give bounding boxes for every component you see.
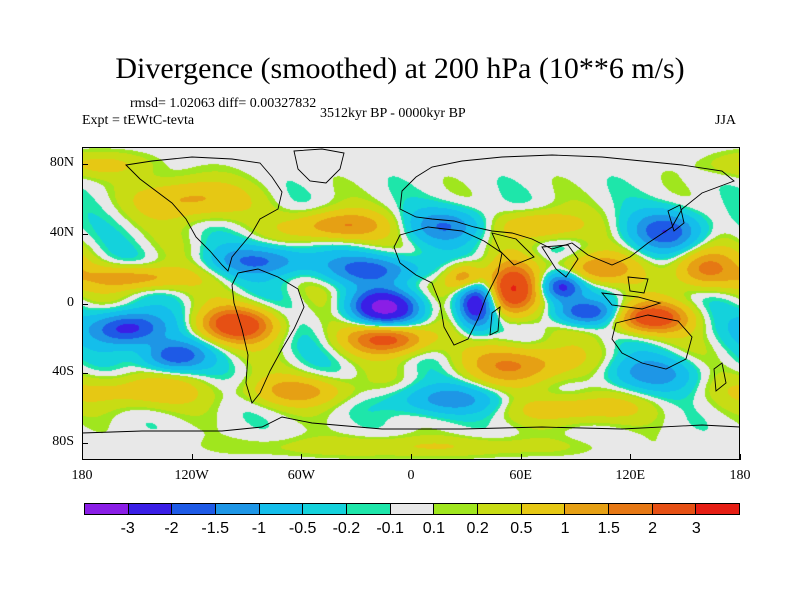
colorbar-swatch — [347, 504, 391, 514]
coastline-australia — [611, 314, 693, 370]
colorbar-label: -0.2 — [332, 520, 361, 537]
lon-tick-label: 60E — [509, 468, 532, 483]
colorbar-label: -1.5 — [201, 520, 229, 537]
colorbar-label: -0.1 — [376, 520, 404, 537]
colorbar-swatch — [652, 504, 697, 514]
coastline-india — [541, 244, 579, 278]
lat-tick-label: 80S — [52, 433, 74, 449]
season-label: JJA — [715, 113, 737, 128]
lon-tick-mark — [82, 454, 83, 460]
coastlines — [82, 148, 740, 434]
lon-tick-mark — [411, 454, 412, 460]
lat-tick-label: 40S — [52, 364, 74, 380]
lon-tick-mark — [520, 454, 522, 460]
colorbar-swatch — [609, 504, 653, 514]
coastline-north-america — [125, 156, 283, 272]
colorbar-label: -1 — [251, 520, 267, 537]
lat-tick-mark — [82, 233, 88, 235]
coastline-south-america — [231, 268, 305, 404]
coastline-new-zealand — [713, 362, 727, 392]
coastline-indonesia — [600, 292, 662, 310]
lon-tick-label: 120E — [615, 468, 646, 483]
lon-tick-label: 180 — [71, 468, 93, 483]
lon-tick-label: 60W — [287, 468, 315, 483]
experiment-label: Expt = tEWtC-tevta — [82, 113, 195, 128]
coastline-madagascar — [489, 306, 501, 336]
colorbar-label: 3 — [691, 520, 701, 537]
colorbar-label: 0.5 — [510, 520, 533, 537]
colorbar-swatch — [434, 504, 479, 514]
colorbar-label: -3 — [120, 520, 135, 537]
lon-tick-mark — [191, 454, 193, 460]
colorbar-label: 1 — [560, 520, 570, 537]
colorbar-swatch — [303, 504, 348, 514]
colorbar-swatch — [696, 504, 740, 514]
lat-tick-label: 40N — [49, 224, 74, 240]
lon-tick-mark — [630, 454, 632, 460]
colorbar-swatch — [128, 504, 173, 514]
lon-tick-mark — [301, 454, 303, 460]
lat-tick-label: 0 — [67, 294, 74, 310]
period-label: 3512kyr BP - 0000kyr BP — [320, 106, 466, 121]
stats-label: rmsd= 1.02063 diff= 0.00327832 — [130, 96, 317, 111]
lon-tick-mark — [740, 454, 741, 460]
coastline-antarctica — [82, 416, 740, 434]
coastline-eurasia — [399, 154, 735, 266]
colorbar — [84, 503, 740, 515]
colorbar-swatch — [390, 504, 435, 514]
coastline-africa — [393, 226, 503, 346]
coastline-arabia — [491, 232, 535, 266]
colorbar-swatch — [259, 504, 304, 514]
colorbar-swatch — [565, 504, 610, 514]
colorbar-swatch — [85, 504, 129, 514]
colorbar-label: 2 — [648, 520, 657, 537]
colorbar-label: 1.5 — [597, 520, 620, 537]
lat-tick-label: 80N — [49, 155, 74, 171]
colorbar-swatch — [172, 504, 217, 514]
colorbar-label: 0.2 — [466, 520, 489, 537]
lon-tick-label: 120W — [174, 468, 209, 483]
colorbar-label: -0.5 — [288, 520, 317, 537]
lon-tick-label: 180 — [729, 468, 751, 483]
coastline-borneo — [627, 276, 649, 294]
lon-tick-label: 0 — [407, 468, 415, 483]
colorbar-label: -2 — [164, 520, 179, 537]
chart-title: Divergence (smoothed) at 200 hPa (10**6 … — [115, 52, 685, 85]
coastline-greenland — [293, 148, 345, 184]
lat-tick-mark — [82, 442, 88, 444]
colorbar-swatch — [521, 504, 566, 514]
colorbar-swatch — [478, 504, 522, 514]
colorbar-label: 0.1 — [422, 520, 445, 537]
lat-tick-mark — [82, 303, 88, 305]
lat-tick-mark — [82, 373, 88, 375]
divergence-map — [82, 147, 740, 460]
lat-tick-mark — [82, 164, 88, 166]
colorbar-swatch — [216, 504, 260, 514]
coastline-japan — [667, 204, 685, 232]
divergence-field — [82, 147, 740, 460]
